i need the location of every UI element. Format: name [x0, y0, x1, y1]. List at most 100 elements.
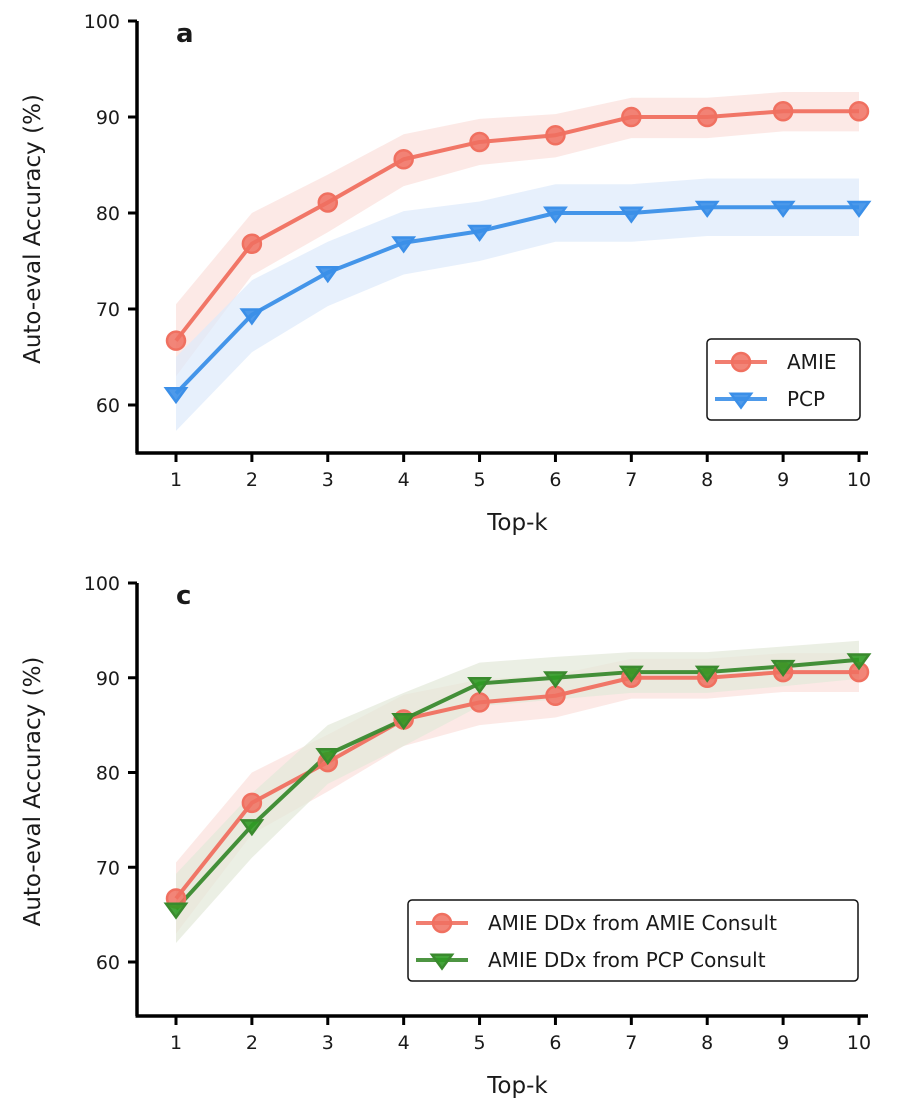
triangle-marker-icon [728, 392, 754, 410]
x-tick-label: 1 [170, 469, 182, 491]
x-tick-label: 5 [474, 469, 486, 491]
x-tick-label: 7 [625, 1032, 637, 1054]
y-tick-label: 80 [96, 763, 120, 785]
legend-label: AMIE DDx from AMIE Consult [488, 911, 777, 935]
data-point-series-0 [241, 233, 263, 254]
data-point-series-1 [315, 266, 341, 284]
data-point-series-1 [542, 671, 568, 689]
legend-swatch-triangle-icon [715, 392, 767, 410]
confidence-bands [176, 92, 859, 431]
data-point-series-1 [467, 676, 493, 695]
data-point-series-1 [163, 902, 189, 920]
panel-label: c [176, 581, 191, 611]
legend-swatch-circle-icon [416, 912, 468, 934]
axes: 60 70 80 90 100 1 2 3 4 5 6 7 8 9 10 [84, 573, 871, 1054]
data-point-series-1 [391, 712, 417, 731]
data-point-series-0 [469, 692, 490, 713]
ci-band-series-1 [176, 640, 859, 944]
circle-marker-icon [730, 351, 752, 373]
legend-item-amie-consult: AMIE DDx from AMIE Consult [416, 911, 777, 935]
data-point-series-1 [618, 665, 644, 683]
data-point-series-1 [239, 308, 265, 326]
data-point-series-0 [772, 100, 794, 122]
series-lines [174, 657, 860, 911]
triangle-marker-icon [429, 953, 455, 971]
x-tick-label: 2 [246, 469, 258, 491]
data-point-series-1 [467, 224, 493, 242]
y-tick-label: 70 [96, 299, 120, 321]
x-tick-label: 3 [322, 469, 334, 491]
x-tick-label: 8 [701, 469, 713, 491]
legend: AMIE PCP [706, 338, 861, 421]
data-point-series-1 [391, 236, 417, 254]
y-tick-label: 80 [96, 203, 120, 225]
legend-item-amie: AMIE [715, 350, 836, 374]
y-tick-label: 100 [84, 573, 120, 595]
axes: 60 70 80 90 100 1 2 3 4 5 6 7 8 9 10 [84, 11, 871, 491]
legend-label: PCP [787, 387, 825, 411]
data-point-series-1 [315, 748, 341, 766]
data-point-series-0 [696, 106, 718, 128]
legend-label: AMIE [787, 350, 836, 374]
y-tick-label: 100 [84, 11, 120, 33]
y-tick-label: 90 [96, 107, 120, 129]
legend-item-pcp: PCP [715, 387, 825, 411]
data-point-series-0 [848, 100, 870, 122]
x-tick-label: 10 [847, 469, 871, 491]
x-tick-label: 3 [322, 1032, 334, 1054]
data-point-series-0 [393, 148, 414, 170]
ci-band-series-0 [176, 92, 859, 377]
legend-swatch-circle-icon [715, 351, 767, 373]
data-point-series-1 [239, 819, 265, 837]
series-lines [174, 109, 859, 395]
data-point-series-0 [165, 330, 187, 351]
x-axis-title: Top-k [486, 1073, 548, 1099]
data-point-series-1 [846, 653, 872, 671]
x-tick-label: 4 [398, 1032, 410, 1054]
legend-box [407, 899, 859, 982]
data-point-series-1 [542, 206, 568, 224]
line-series-1 [174, 657, 860, 911]
data-point-series-1 [618, 206, 644, 224]
legend-label: AMIE DDx from PCP Consult [488, 948, 766, 972]
panel-c: 60 70 80 90 100 1 2 3 4 5 6 7 8 9 10 c Auto-eval Accur… [20, 573, 872, 1099]
data-point-series-0 [545, 685, 566, 707]
x-tick-label: 6 [549, 1032, 561, 1054]
data-point-series-1 [770, 200, 796, 218]
legend-item-pcp-consult: AMIE DDx from PCP Consult [416, 948, 766, 972]
y-tick-label: 60 [96, 952, 120, 974]
panel-label: a [176, 19, 194, 49]
data-point-series-0 [621, 106, 642, 128]
x-tick-label: 10 [847, 1032, 871, 1054]
data-point-series-0 [241, 792, 263, 814]
x-tick-label: 4 [398, 469, 410, 491]
ci-band-series-1 [176, 178, 859, 431]
y-axis-title: Auto-eval Accuracy (%) [20, 657, 46, 927]
line-series-1 [174, 205, 859, 395]
data-point-series-1 [770, 659, 796, 678]
series-markers [163, 100, 872, 405]
x-tick-label: 6 [549, 469, 561, 491]
series-markers [163, 653, 872, 920]
y-tick-label: 70 [96, 857, 120, 879]
legend-swatch-triangle-icon [416, 953, 468, 971]
legend: AMIE DDx from AMIE Consult AMIE DDx from… [407, 899, 859, 982]
panel-a: 60 70 80 90 100 1 2 3 4 5 6 7 8 9 10 a Auto-eval Accur… [20, 11, 872, 536]
x-tick-label: 8 [701, 1032, 713, 1054]
y-tick-label: 90 [96, 668, 120, 690]
x-tick-label: 2 [246, 1032, 258, 1054]
data-point-series-1 [846, 200, 872, 218]
data-point-series-1 [694, 665, 720, 683]
y-tick-label: 60 [96, 395, 120, 417]
line-series-0 [174, 109, 859, 342]
data-point-series-1 [163, 387, 189, 405]
x-tick-label: 9 [777, 1032, 789, 1054]
circle-marker-icon [431, 912, 453, 934]
x-tick-label: 9 [777, 469, 789, 491]
data-point-series-0 [469, 131, 490, 153]
x-tick-label: 1 [170, 1032, 182, 1054]
confidence-bands [176, 640, 859, 944]
y-axis-title: Auto-eval Accuracy (%) [20, 94, 46, 364]
data-point-series-0 [545, 124, 566, 146]
